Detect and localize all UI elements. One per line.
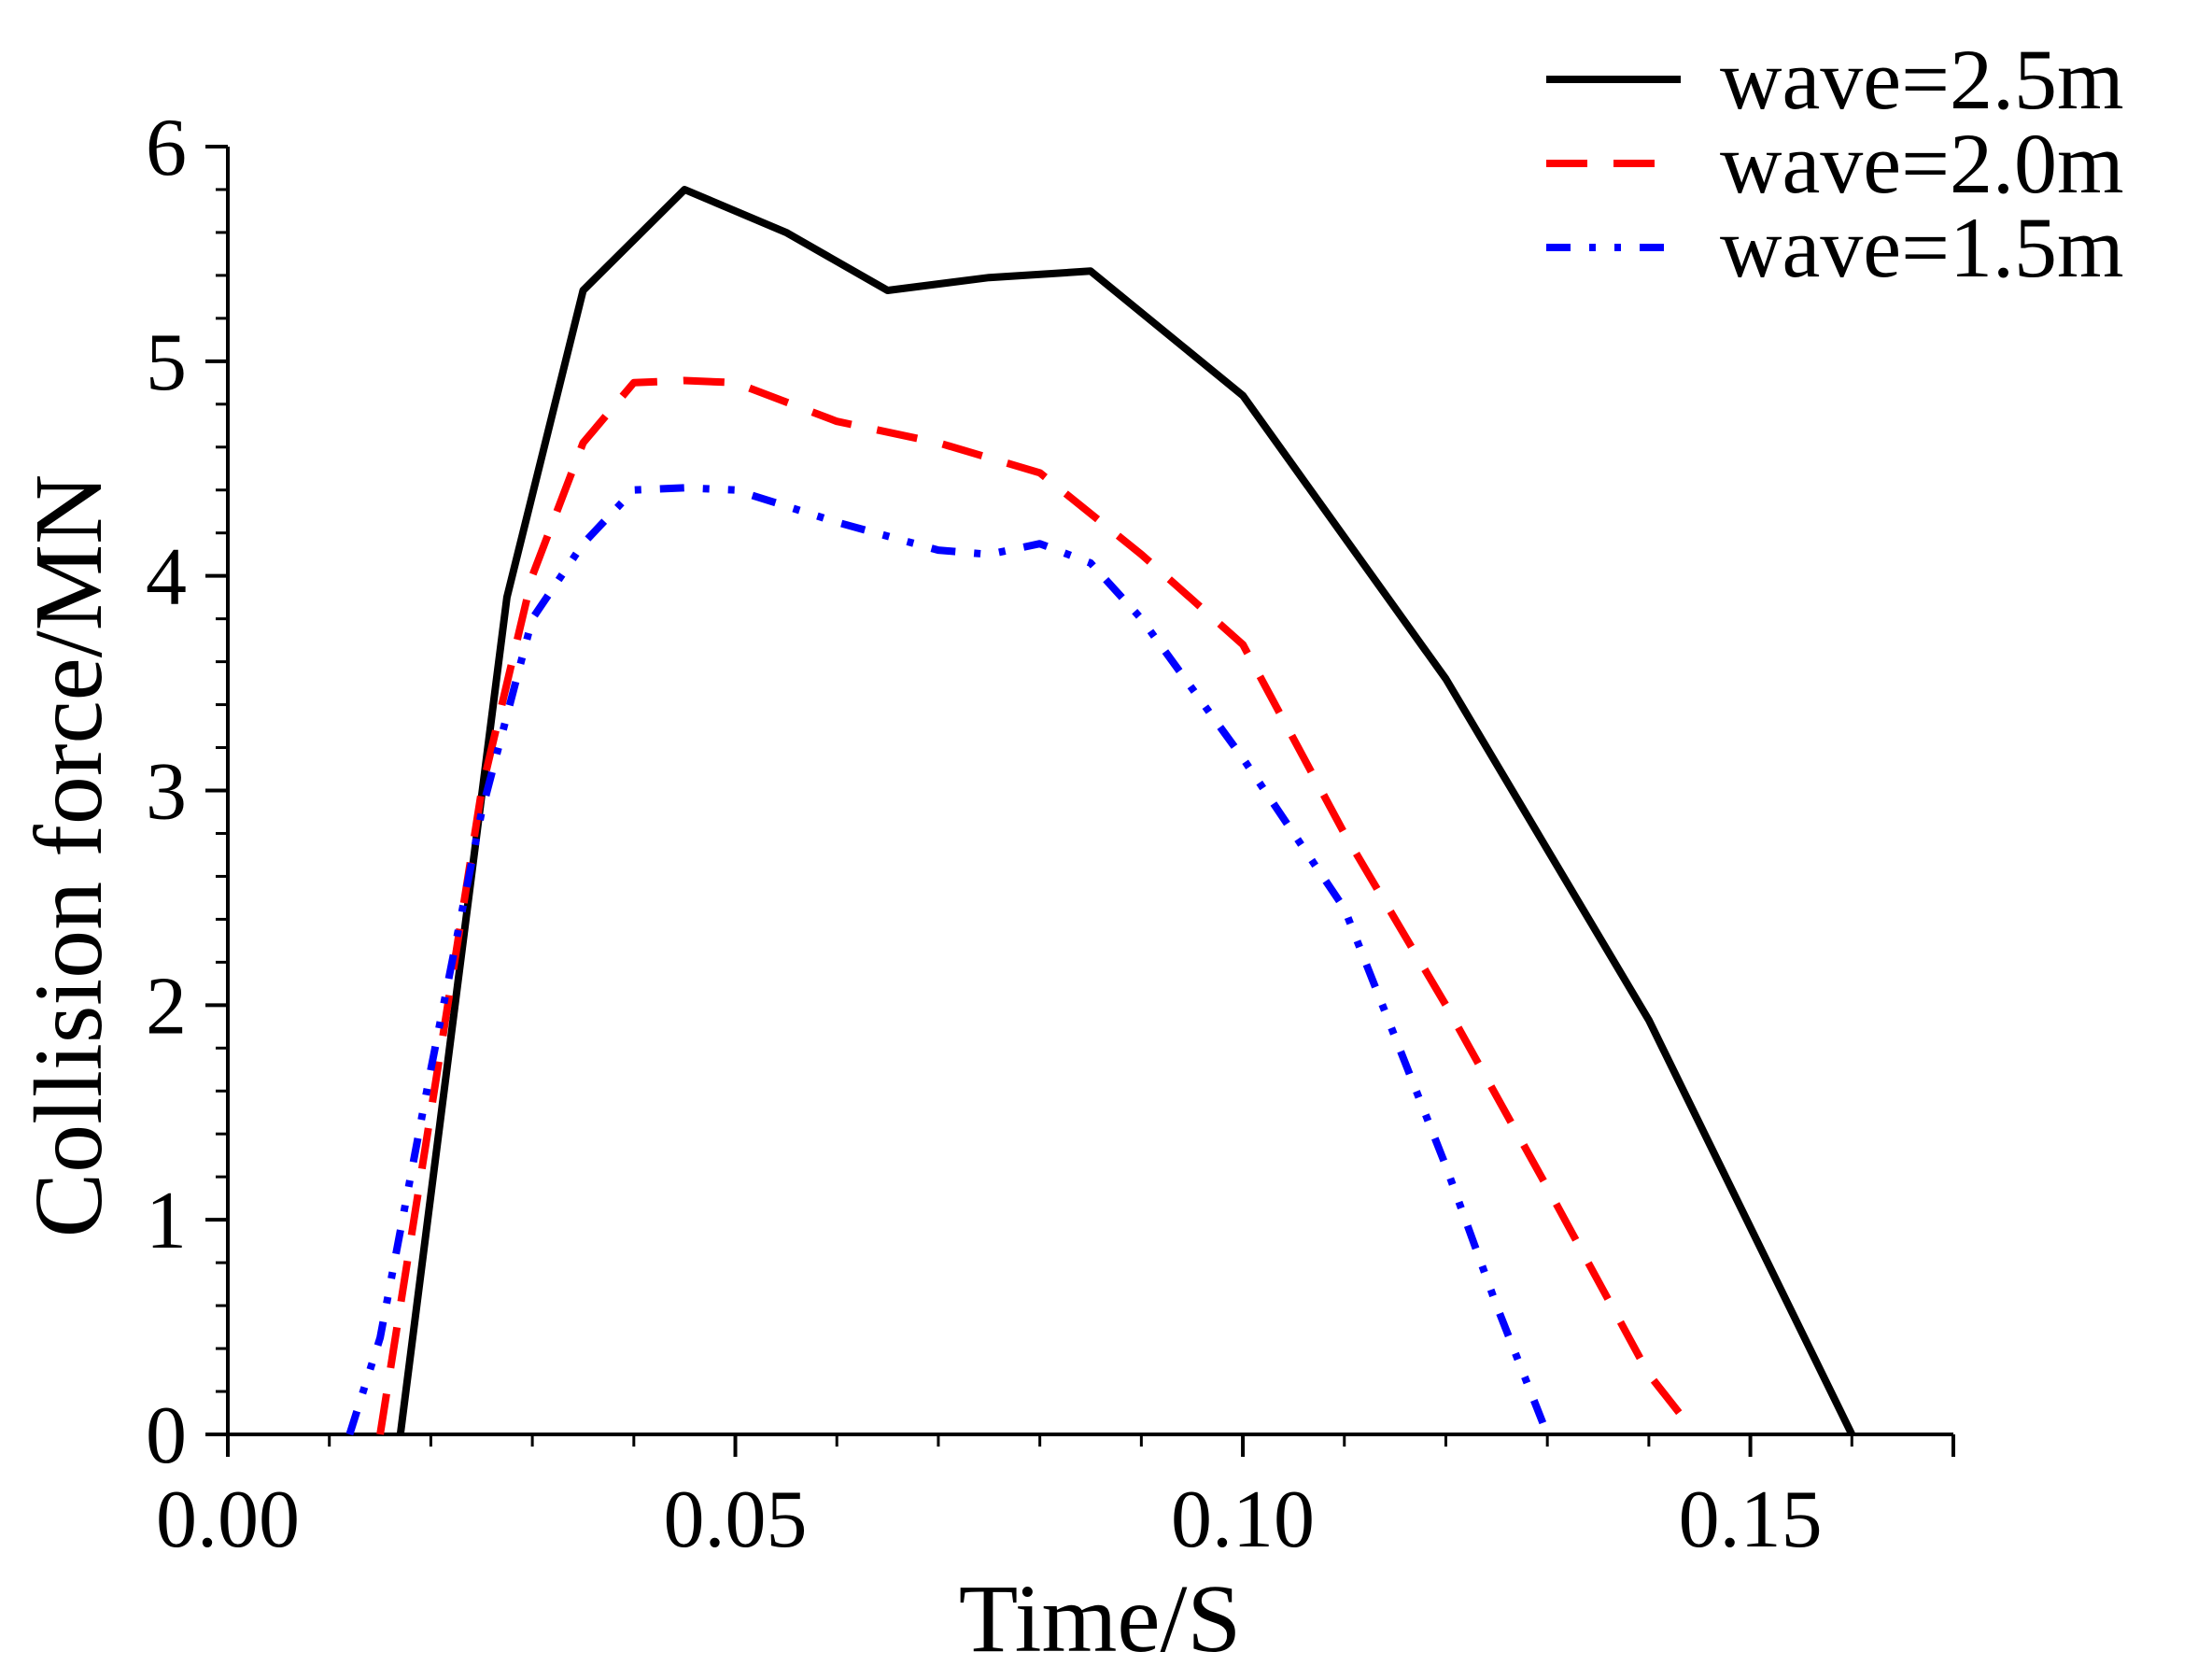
y-tick-label: 2 — [146, 961, 187, 1052]
legend-label-2: wave=2.0m — [1720, 116, 2124, 211]
y-axis-title: Collision force/MN — [15, 474, 122, 1237]
y-tick-label: 1 — [146, 1176, 187, 1266]
y-tick-label: 4 — [146, 532, 187, 623]
x-axis-title: Time/S — [959, 1565, 1242, 1673]
x-tick-label: 0.05 — [664, 1475, 808, 1565]
legend-label-3: wave=1.5m — [1720, 200, 2124, 295]
series-line-1 — [396, 186, 1855, 1436]
y-ticks: 0 1 2 3 4 5 6 — [146, 103, 228, 1481]
y-tick-label: 6 — [146, 103, 187, 193]
y-tick-label: 5 — [146, 318, 187, 408]
x-tick-label: 0.15 — [1679, 1475, 1823, 1565]
legend-label-1: wave=2.5m — [1720, 32, 2124, 127]
x-ticks: 0.00 0.05 0.10 0.15 — [156, 1434, 1955, 1565]
y-tick-label: 0 — [146, 1391, 187, 1481]
x-tick-label: 0.00 — [156, 1475, 300, 1565]
axes: 0.00 0.05 0.10 0.15 0 1 2 3 4 5 6 — [146, 103, 1955, 1565]
series-line-2 — [376, 376, 1683, 1435]
x-tick-label: 0.10 — [1171, 1475, 1315, 1565]
series-line-3 — [345, 484, 1551, 1436]
y-tick-label: 3 — [146, 747, 187, 838]
series-layer — [345, 186, 1855, 1436]
